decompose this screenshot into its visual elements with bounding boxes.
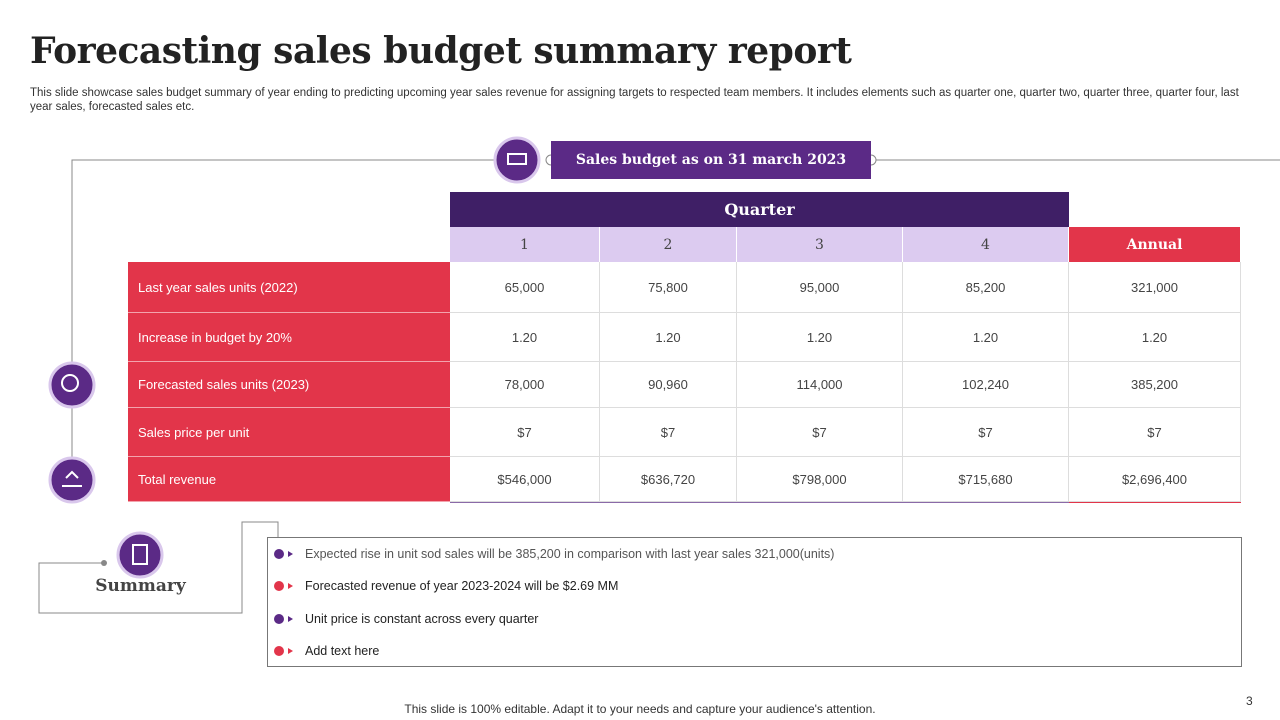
column-header: 1 xyxy=(450,227,600,262)
bullet xyxy=(274,581,284,591)
summary-item: Unit price is constant across every quar… xyxy=(305,612,539,626)
icon-glyph xyxy=(61,374,79,392)
table-cell: $715,680 xyxy=(903,457,1069,502)
group-header: Quarter xyxy=(450,192,1069,227)
table-cell: 114,000 xyxy=(737,362,903,408)
icon-glyph xyxy=(507,153,527,165)
table-cell: 1.20 xyxy=(600,313,737,362)
table-cell: 321,000 xyxy=(1069,262,1241,313)
table-cell: 78,000 xyxy=(450,362,600,408)
table-cell: 1.20 xyxy=(1069,313,1241,362)
bullet-arrow xyxy=(288,616,293,622)
bullet xyxy=(274,614,284,624)
summary-item: Expected rise in unit sod sales will be … xyxy=(305,547,835,561)
summary-item: Add text here xyxy=(305,644,380,658)
table-cell: $546,000 xyxy=(450,457,600,502)
table-cell: $2,696,400 xyxy=(1069,457,1241,502)
table-cell: $7 xyxy=(600,408,737,457)
table-cell: 95,000 xyxy=(737,262,903,313)
bullet-arrow xyxy=(288,648,293,654)
column-header: 4 xyxy=(903,227,1069,262)
table-cell: $636,720 xyxy=(600,457,737,502)
footer: This slide is 100% editable. Adapt it to… xyxy=(404,702,876,716)
icon xyxy=(48,456,96,504)
bullet-arrow xyxy=(288,551,293,557)
row-label: Forecasted sales units (2023) xyxy=(128,362,450,408)
summary-title: Summary xyxy=(95,576,186,596)
icon xyxy=(493,136,541,184)
table-cell: $7 xyxy=(1069,408,1241,457)
table-cell: $7 xyxy=(450,408,600,457)
page-number: 3 xyxy=(1246,694,1253,708)
table-cell: 65,000 xyxy=(450,262,600,313)
table-cell: 102,240 xyxy=(903,362,1069,408)
badge: Sales budget as on 31 march 2023 xyxy=(551,141,871,179)
dot xyxy=(101,560,107,566)
summary-box: Expected rise in unit sod sales will be … xyxy=(267,537,1242,667)
row-label: Increase in budget by 20% xyxy=(128,313,450,362)
table-cell: 1.20 xyxy=(903,313,1069,362)
bullet xyxy=(274,646,284,656)
row-label: Last year sales units (2022) xyxy=(128,262,450,313)
table-cell: 85,200 xyxy=(903,262,1069,313)
column-header: 3 xyxy=(737,227,903,262)
table-cell: 1.20 xyxy=(737,313,903,362)
column-header: 2 xyxy=(600,227,737,262)
bullet xyxy=(274,549,284,559)
icon xyxy=(48,361,96,409)
icon xyxy=(116,531,164,579)
row-label: Sales price per unit xyxy=(128,408,450,457)
table-cell: $7 xyxy=(737,408,903,457)
icon-glyph xyxy=(62,470,82,487)
row-label: Total revenue xyxy=(128,457,450,502)
table-cell: $7 xyxy=(903,408,1069,457)
summary-item: Forecasted revenue of year 2023-2024 wil… xyxy=(305,579,619,593)
column-header: Annual xyxy=(1069,227,1241,262)
table-cell: 385,200 xyxy=(1069,362,1241,408)
title: Forecasting sales budget summary report xyxy=(30,30,852,72)
table-cell: 90,960 xyxy=(600,362,737,408)
description: This slide showcase sales budget summary… xyxy=(30,87,1239,113)
table-cell: 75,800 xyxy=(600,262,737,313)
bullet-arrow xyxy=(288,583,293,589)
summary-frame xyxy=(38,521,279,614)
table-cell: 1.20 xyxy=(450,313,600,362)
icon-glyph xyxy=(132,544,148,565)
table-cell: $798,000 xyxy=(737,457,903,502)
